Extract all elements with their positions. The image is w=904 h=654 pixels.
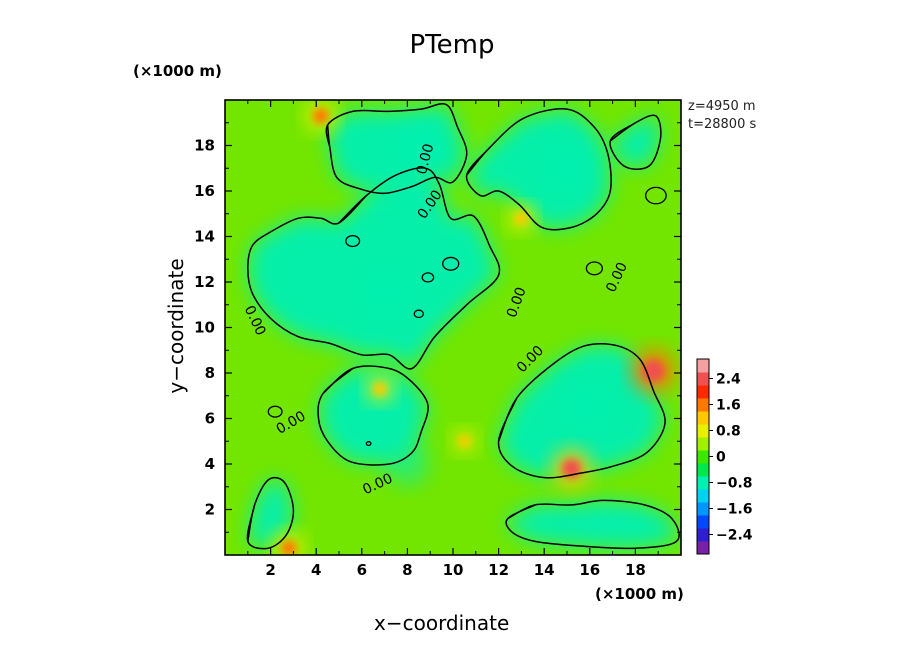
colorbar-segment-6: [697, 476, 709, 490]
plot-area: [225, 100, 681, 555]
colorbar-segment-8: [697, 450, 709, 464]
contour-loop-3: [421, 272, 435, 283]
colorbar-segment-9: [697, 437, 709, 451]
contour-loop-2: [345, 234, 361, 248]
contour-label-1: 0.00: [414, 142, 438, 176]
colorbar-segment-7: [697, 463, 709, 477]
hotspot-core-4: [281, 540, 297, 555]
colorbar-segment-13: [697, 385, 709, 399]
y-tick-label-16: 16: [194, 182, 215, 200]
cold-region-4: [610, 115, 661, 166]
hotspot-core-5: [514, 211, 529, 225]
colorbar-segment-2: [697, 528, 709, 542]
x-tick-label-12: 12: [488, 561, 509, 579]
colorbar-label-1: 2.4: [716, 372, 741, 388]
contour-loop-8: [413, 309, 425, 319]
y-tick-label-6: 6: [205, 410, 215, 428]
colorbar-segment-3: [697, 515, 709, 529]
x-tick-label-6: 6: [357, 561, 367, 579]
colorbar-segment-11: [697, 411, 709, 425]
contour-loop-4: [585, 261, 603, 276]
hotspot-core-7: [458, 435, 471, 448]
contour-loop-5: [645, 186, 667, 205]
hotspot-core-6: [373, 382, 387, 396]
contour-line-8: [246, 476, 295, 550]
contour-loop-6: [267, 405, 283, 418]
y-tick-label-12: 12: [194, 273, 215, 291]
colorbar: 2.4 1.6 0.8 0 −0.8 −1.6 −2.4: [696, 358, 753, 555]
colorbar-label-6: −1.6: [716, 502, 753, 518]
contour-layer: [246, 103, 680, 550]
colorbar-label-2: 1.6: [716, 398, 741, 414]
contour-line-3: [465, 108, 612, 231]
coldspot-2: [567, 385, 612, 430]
cold-region-1: [247, 168, 499, 369]
colorbar-segment-15: [697, 359, 709, 373]
x-tick-label-14: 14: [534, 561, 555, 579]
y-tick-label-4: 4: [205, 455, 215, 473]
hotspot-core-3: [312, 108, 329, 124]
colorbar-segment-5: [697, 489, 709, 503]
x-axis-label: x−coordinate: [374, 611, 510, 635]
x-tick-label-10: 10: [443, 561, 464, 579]
coldspot-5: [385, 442, 430, 486]
y-tick-label-18: 18: [194, 137, 215, 155]
y-tick-label-10: 10: [194, 319, 215, 337]
colorbar-segment-10: [697, 424, 709, 438]
cold-region-3: [466, 109, 611, 228]
coldspot-4: [396, 123, 441, 168]
colorbar-label-3: 0.8: [716, 424, 741, 440]
chart-title: PTemp: [409, 30, 495, 60]
y-axis: 2 4 6 8 10 12 14 16 18: [194, 122, 681, 533]
x-tick-label-18: 18: [625, 561, 646, 579]
cold-region-7: [507, 500, 677, 549]
info-z: z=4950 m: [688, 99, 756, 114]
y-tick-label-2: 2: [205, 501, 215, 519]
x-tick-label-16: 16: [579, 561, 600, 579]
colorbar-segment-4: [697, 502, 709, 516]
colorbar-segment-14: [697, 372, 709, 386]
colorbar-label-7: −2.4: [716, 528, 753, 544]
colorbar-segment-12: [697, 398, 709, 412]
x-tick-label-4: 4: [311, 561, 321, 579]
contour-line-6: [317, 365, 429, 466]
x-tick-label-8: 8: [402, 561, 412, 579]
contour-loop-1: [442, 256, 460, 271]
y-tick-label-8: 8: [205, 364, 215, 382]
info-t: t=28800 s: [688, 117, 757, 132]
contour-loop-7: [365, 441, 372, 446]
y-tick-label-14: 14: [194, 228, 215, 246]
contour-line-4: [609, 114, 662, 170]
y-unit-label: (×1000 m): [133, 62, 222, 80]
x-tick-label-2: 2: [265, 561, 275, 579]
cold-region-8: [247, 479, 294, 549]
contour-line-5: [497, 342, 666, 479]
contour-line-7: [505, 499, 680, 550]
x-unit-label: (×1000 m): [595, 585, 684, 603]
coldspot-3: [545, 146, 589, 191]
contour-line-2: [325, 103, 468, 195]
contour-line-1: [247, 167, 501, 370]
spot-layer: [273, 100, 676, 555]
colorbar-label-4: 0: [716, 450, 726, 466]
colorbar-segment-1: [697, 541, 709, 555]
x-axis: 2 4 6 8 10 12 14 16 18: [247, 100, 659, 579]
coldspot-1: [362, 271, 407, 316]
cold-region-6: [318, 368, 428, 464]
colorbar-label-5: −0.8: [716, 476, 753, 492]
